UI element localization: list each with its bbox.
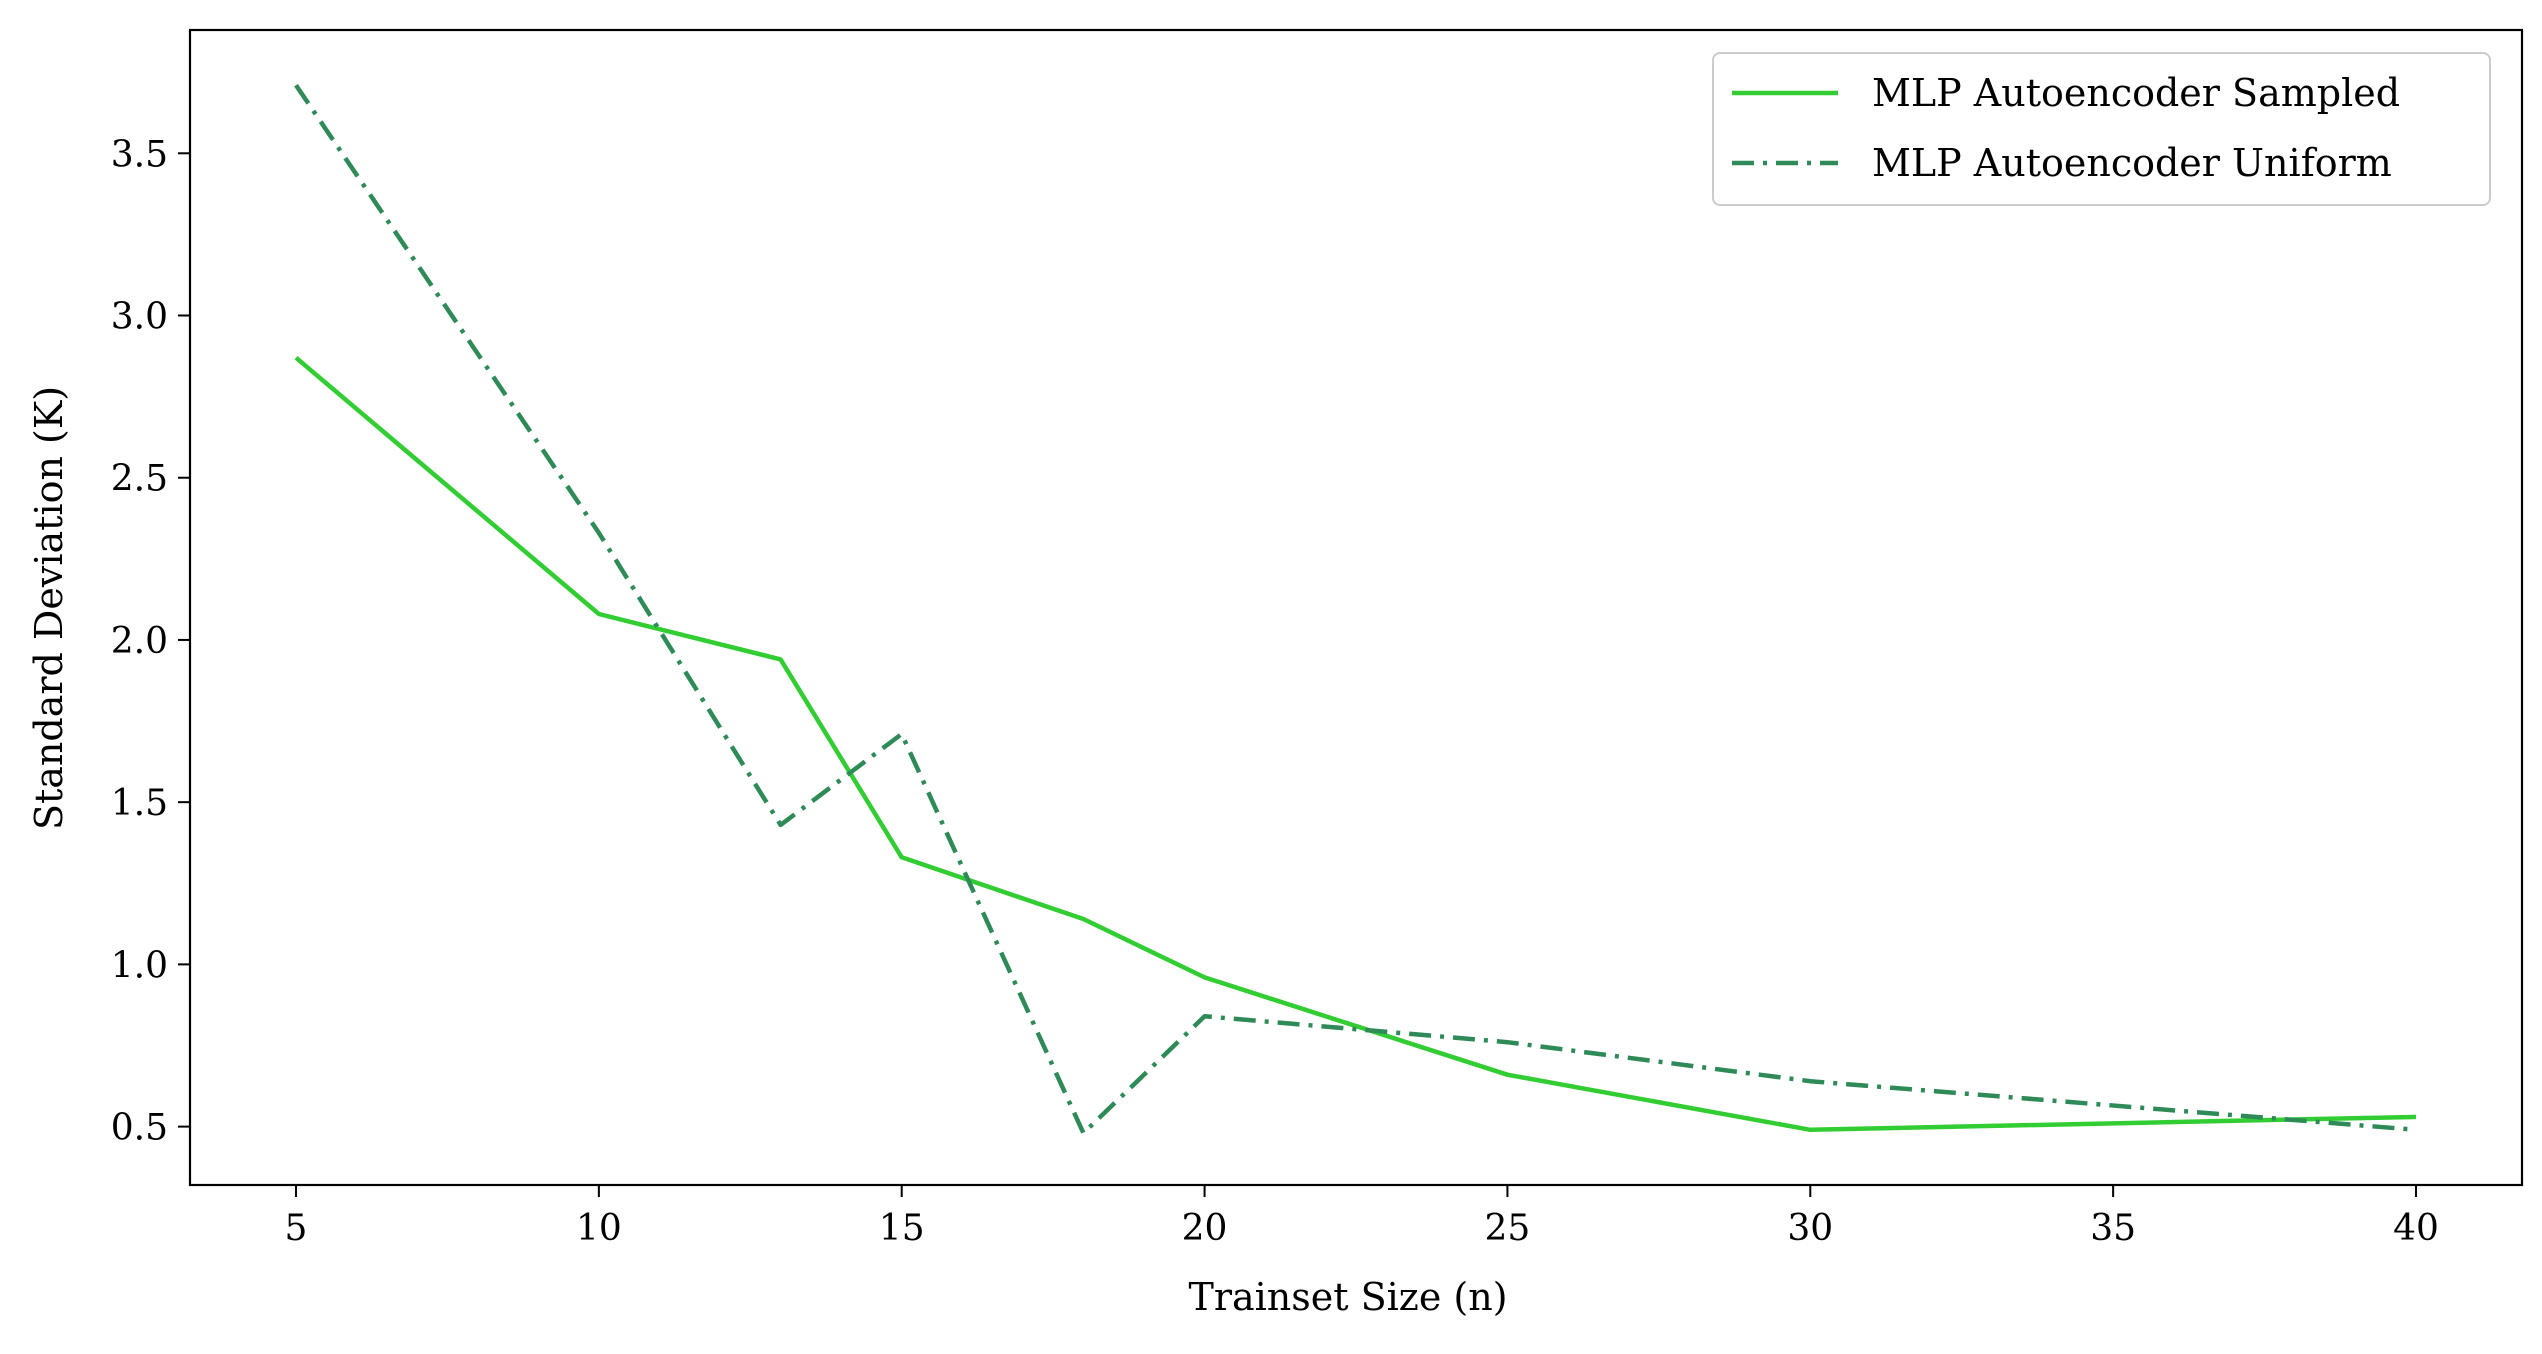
x-tick-label: 20 — [1182, 1208, 1228, 1249]
legend-label-uniform: MLP Autoencoder Uniform — [1872, 141, 2392, 185]
legend-label-sampled: MLP Autoencoder Sampled — [1872, 71, 2400, 115]
legend-box — [1712, 52, 2491, 206]
y-tick-label: 2.0 — [111, 621, 168, 662]
x-tick-label: 30 — [1787, 1208, 1833, 1249]
x-axis: 5 10 15 20 25 30 35 40 — [285, 1185, 2439, 1249]
x-tick-label: 5 — [285, 1208, 308, 1249]
x-tick-label: 35 — [2090, 1208, 2136, 1249]
x-tick-label: 25 — [1485, 1208, 1531, 1249]
x-tick-label: 10 — [576, 1208, 622, 1249]
y-axis: 0.5 1.0 1.5 2.0 2.5 3.0 3.5 — [111, 134, 190, 1149]
y-tick-label: 3.5 — [111, 134, 168, 175]
y-tick-label: 3.0 — [111, 297, 168, 338]
y-tick-label: 0.5 — [111, 1108, 168, 1149]
y-tick-label: 2.5 — [111, 459, 168, 500]
legend: MLP Autoencoder Sampled MLP Autoencoder … — [1712, 52, 2491, 206]
y-tick-label: 1.5 — [111, 783, 168, 824]
y-tick-label: 1.0 — [111, 945, 168, 986]
plot-frame — [188, 28, 2524, 1187]
plot-lines — [294, 83, 2417, 1136]
x-tick-label: 40 — [2393, 1208, 2439, 1249]
series-line-sampled — [294, 355, 2417, 1133]
y-axis-label: Standard Deviation (K) — [27, 386, 71, 830]
x-tick-label: 15 — [879, 1208, 925, 1249]
x-axis-label: Trainset Size (n) — [1188, 1275, 1507, 1319]
